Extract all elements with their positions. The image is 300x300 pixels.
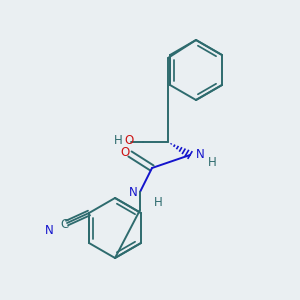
Text: H: H <box>208 157 217 169</box>
Text: O: O <box>120 146 130 160</box>
Text: H: H <box>114 134 122 148</box>
Text: H: H <box>154 196 163 208</box>
Text: N: N <box>196 148 205 160</box>
Text: N: N <box>45 224 53 236</box>
Text: N: N <box>129 187 138 200</box>
Text: O: O <box>124 134 134 148</box>
Text: C: C <box>60 218 68 230</box>
